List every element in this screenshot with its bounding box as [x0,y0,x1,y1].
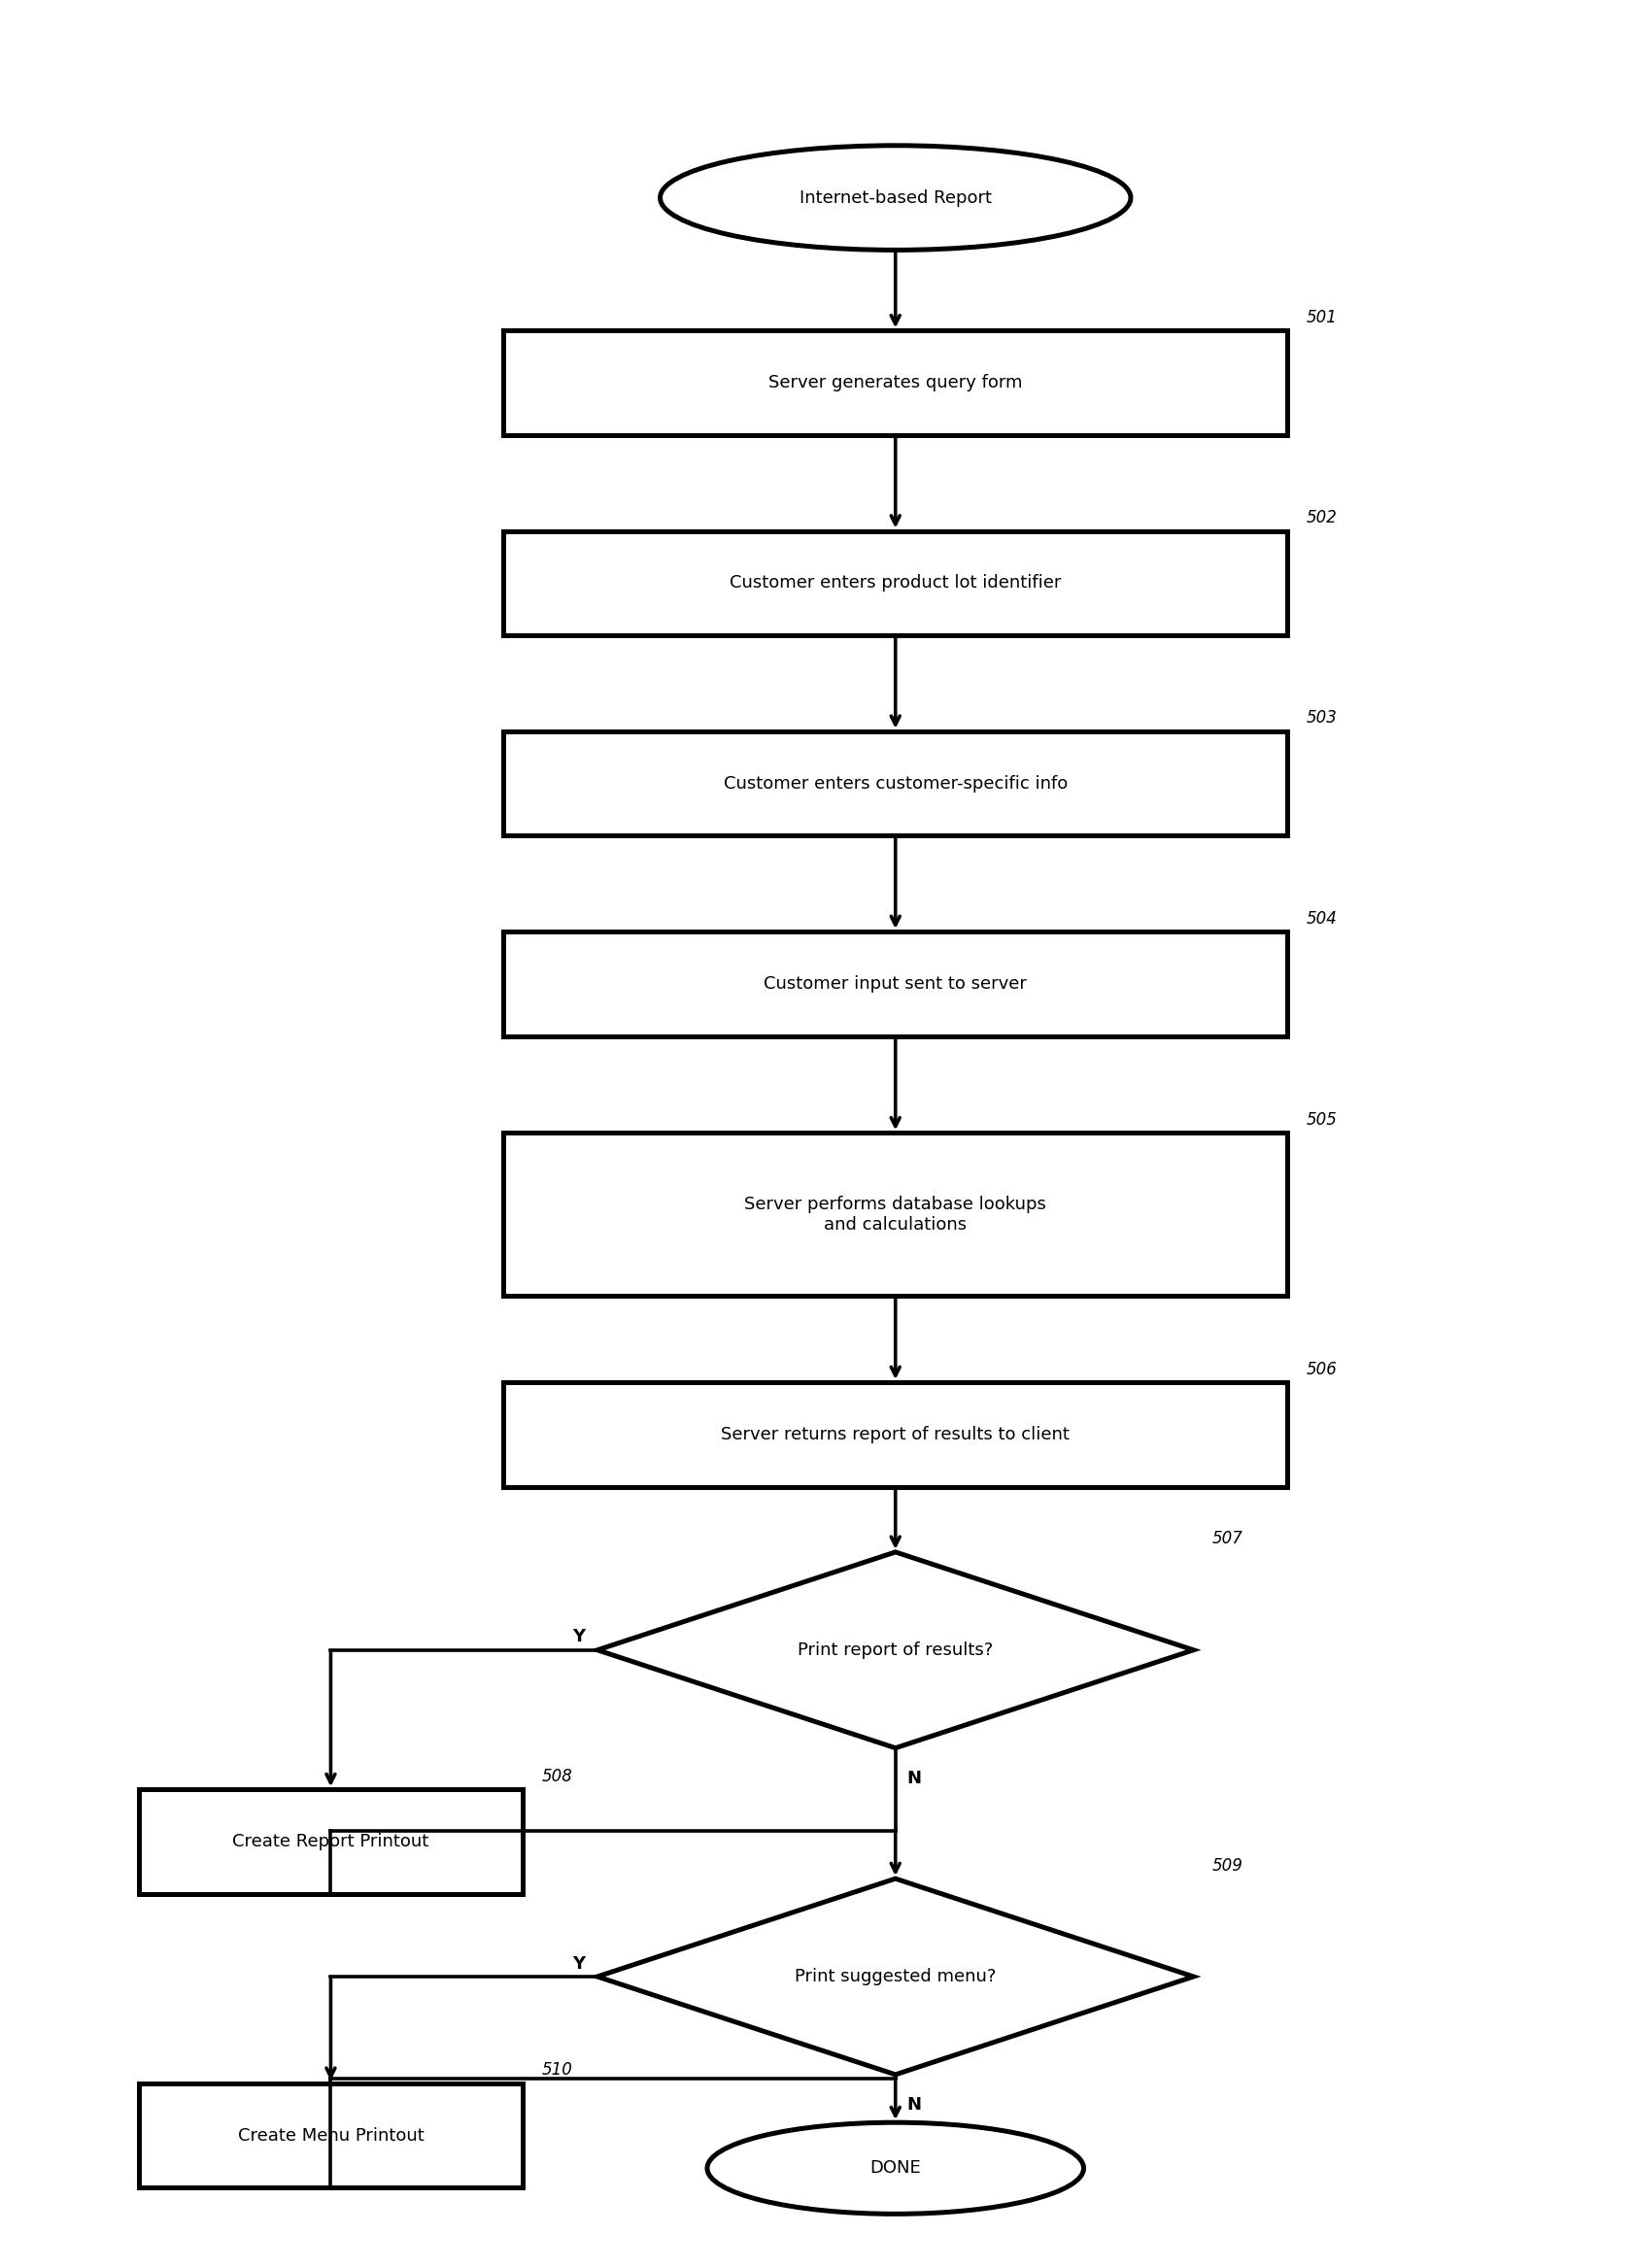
Text: Print suggested menu?: Print suggested menu? [794,1969,997,1984]
Bar [503,331,1288,435]
Text: N: N [907,1769,922,1787]
Bar [503,730,1288,835]
Polygon shape [598,1878,1193,2075]
Text: 506: 506 [1307,1361,1337,1379]
Text: Server generates query form: Server generates query form [768,374,1023,392]
Text: 508: 508 [542,1767,572,1785]
Text: 507: 507 [1212,1531,1243,1547]
Bar [503,531,1288,635]
Bar [503,932,1288,1036]
Text: Server performs database lookups
and calculations: Server performs database lookups and cal… [745,1195,1046,1234]
Text: Internet-based Report: Internet-based Report [799,188,992,206]
Bar [139,2084,523,2189]
Polygon shape [598,1551,1193,1749]
Bar [503,1381,1288,1488]
Text: Customer input sent to server: Customer input sent to server [763,975,1028,993]
Text: Customer enters product lot identifier: Customer enters product lot identifier [730,574,1060,592]
Text: 503: 503 [1307,710,1337,726]
Text: 509: 509 [1212,1857,1243,1873]
Text: Y: Y [572,1955,585,1973]
Bar [503,1134,1288,1297]
Text: 505: 505 [1307,1111,1337,1129]
Text: DONE: DONE [869,2159,922,2177]
Text: Create Report Printout: Create Report Printout [232,1833,430,1851]
Text: Create Menu Printout: Create Menu Printout [237,2127,423,2143]
Ellipse shape [660,145,1131,249]
Text: 504: 504 [1307,909,1337,928]
Ellipse shape [708,2123,1083,2214]
Text: Customer enters customer-specific info: Customer enters customer-specific info [724,776,1067,792]
Text: 502: 502 [1307,508,1337,526]
Text: Print report of results?: Print report of results? [797,1642,993,1658]
Text: Y: Y [572,1628,585,1647]
Text: Server returns report of results to client: Server returns report of results to clie… [721,1427,1070,1442]
Text: 510: 510 [542,2062,572,2080]
Text: N: N [907,2096,922,2114]
Text: 501: 501 [1307,308,1337,327]
Bar [139,1789,523,1894]
